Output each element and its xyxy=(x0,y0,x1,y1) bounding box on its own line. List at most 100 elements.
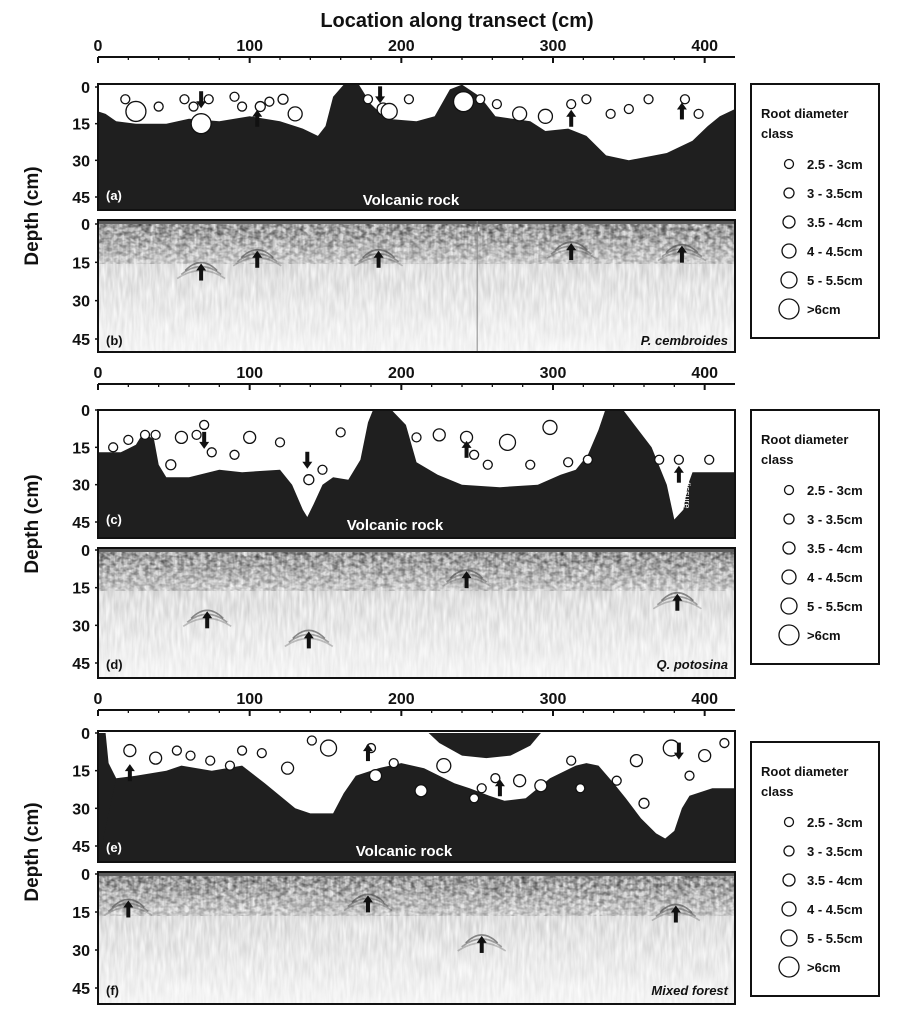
panel-label-b: (b) xyxy=(106,333,123,348)
radargram-panel-border xyxy=(97,547,736,679)
root-circle xyxy=(306,735,318,746)
y-tick-label-0-t2: 0 xyxy=(81,726,90,743)
radar-arrow-up xyxy=(670,905,681,923)
root-arrow-up xyxy=(461,440,472,458)
root-circle xyxy=(362,94,374,105)
legend-title-line2: class xyxy=(761,452,794,467)
root-circle xyxy=(629,753,644,768)
legend-item-label: >6cm xyxy=(807,302,841,317)
root-circle xyxy=(256,747,267,759)
radar-arrow-up xyxy=(461,571,472,589)
root-circle xyxy=(185,750,196,761)
profile-panel-border xyxy=(97,730,736,863)
legend-item-label: 2.5 - 3cm xyxy=(807,815,863,830)
y-tick-label-15-b1: 15 xyxy=(72,581,90,598)
root-circle xyxy=(264,96,275,107)
root-circle xyxy=(654,454,665,465)
root-circle xyxy=(317,464,328,475)
legend-item-label: 5 - 5.5cm xyxy=(807,931,863,946)
legend-item-label: 3.5 - 4cm xyxy=(807,541,863,556)
legend-title-line1: Root diameter xyxy=(761,106,848,121)
root-circle xyxy=(388,757,399,769)
root-circle xyxy=(403,94,415,105)
root-circle xyxy=(719,737,730,749)
profile-panel-border xyxy=(97,83,736,211)
root-arrow-up xyxy=(362,744,373,762)
root-circle xyxy=(482,459,493,470)
y-tick-label-30-b2: 30 xyxy=(72,943,90,960)
root-arrow-up xyxy=(252,109,263,127)
y-tick-label-15-t1: 15 xyxy=(72,440,90,457)
x-tick-label-200: 200 xyxy=(388,365,415,382)
root-circle xyxy=(566,755,577,766)
panel-label-a: (a) xyxy=(106,188,122,203)
legend-item-label: 5 - 5.5cm xyxy=(807,599,863,614)
radar-arrow-up xyxy=(196,263,207,281)
root-circle xyxy=(120,94,131,105)
root-circle xyxy=(542,419,558,436)
root-arrow-up xyxy=(673,465,684,483)
root-circle xyxy=(581,94,592,105)
y-tick-label-45-t0: 45 xyxy=(72,190,90,207)
y-tick-label-30-b1: 30 xyxy=(72,618,90,635)
root-arrow-down xyxy=(199,431,210,449)
root-circle xyxy=(171,745,183,756)
y-tick-label-45-b2: 45 xyxy=(72,981,90,998)
root-circle xyxy=(491,98,503,110)
root-circle xyxy=(125,100,147,123)
root-circle xyxy=(188,101,199,112)
reflection-hyperbola xyxy=(111,898,145,909)
root-circle xyxy=(274,437,286,448)
legend-item-label: 3 - 3.5cm xyxy=(807,844,863,859)
rock-label-e: Volcanic rock xyxy=(356,843,453,860)
legend-symbol xyxy=(783,845,795,857)
root-circle xyxy=(414,784,428,798)
legend-title-line1: Root diameter xyxy=(761,432,848,447)
root-circle xyxy=(512,774,527,788)
volcanic-rock-mass xyxy=(98,84,735,210)
root-circle xyxy=(165,459,177,471)
x-tick-label-400: 400 xyxy=(691,691,718,708)
radar-arrow-up xyxy=(476,935,487,953)
radargram-panel xyxy=(98,220,735,352)
root-circle xyxy=(673,454,685,465)
root-circle xyxy=(452,91,475,113)
root-circle xyxy=(537,108,554,124)
root-circle xyxy=(684,770,695,781)
root-circle xyxy=(534,779,548,793)
root-circle xyxy=(229,449,240,460)
legend-symbol xyxy=(783,158,795,170)
root-circle xyxy=(303,474,315,486)
legend-item-label: 3.5 - 4cm xyxy=(807,873,863,888)
root-circle xyxy=(605,108,616,120)
radargram-depth-fade xyxy=(98,548,735,678)
legend-item-label: 2.5 - 3cm xyxy=(807,483,863,498)
y-tick-label-0-b0: 0 xyxy=(81,217,90,234)
root-circle xyxy=(236,101,248,112)
x-tick-label-0: 0 xyxy=(94,38,103,55)
radar-arrow-up xyxy=(373,250,384,268)
legend-item-label: 3 - 3.5cm xyxy=(807,512,863,527)
volcanic-rock-mass xyxy=(98,410,735,538)
root-circle xyxy=(490,773,501,784)
root-circle xyxy=(436,757,452,774)
radargram-panel-border xyxy=(97,871,736,1005)
legend-item-label: 4 - 4.5cm xyxy=(807,902,863,917)
legend-box xyxy=(750,741,880,997)
y-tick-label-30-t2: 30 xyxy=(72,801,90,818)
panel-label-d: (d) xyxy=(106,657,123,672)
radar-arrow-up xyxy=(672,593,683,611)
x-tick-label-100: 100 xyxy=(236,38,263,55)
legend-symbol xyxy=(778,298,800,320)
species-label-d: Q. potosina xyxy=(657,657,729,672)
legend-item-label: 4 - 4.5cm xyxy=(807,570,863,585)
y-tick-label-30-b0: 30 xyxy=(72,294,90,311)
radar-arrow-up xyxy=(123,900,134,918)
transect-group-mixed-forest: 0 100 200 300 400 0 15 30 45 0 15 30 45 xyxy=(72,691,736,1005)
y-axis-label-2: Depth (cm) xyxy=(22,474,43,573)
legend-symbol xyxy=(782,873,796,887)
root-arrow-up xyxy=(494,779,505,797)
root-circle xyxy=(582,454,594,465)
y-tick-label-15-b0: 15 xyxy=(72,255,90,272)
